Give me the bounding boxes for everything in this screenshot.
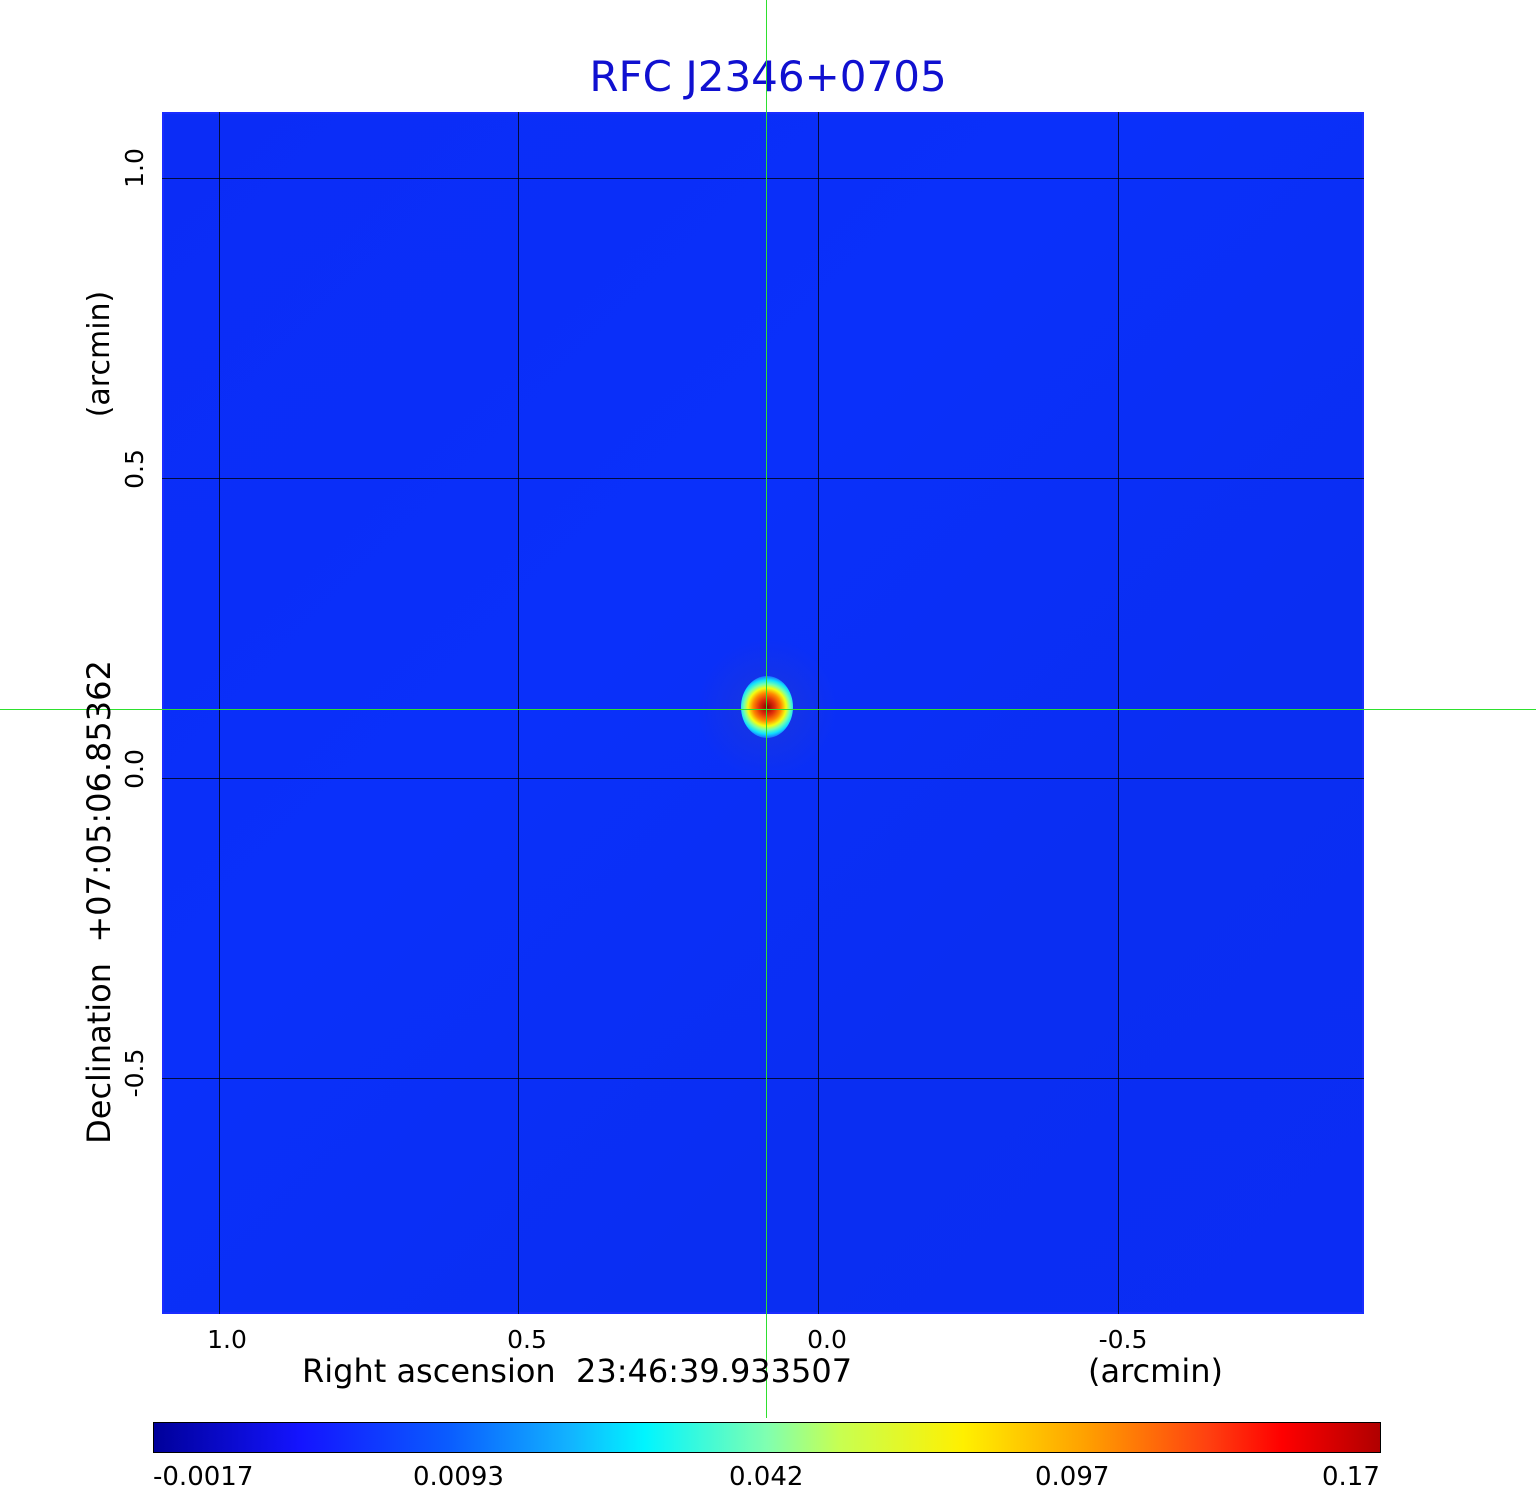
colorbar-tick-label: 0.17 — [1322, 1462, 1380, 1492]
x-tick-label: 0.5 — [507, 1325, 547, 1354]
colorbar-tick-label: -0.0017 — [153, 1462, 254, 1492]
grid-line-ra-1.0 — [219, 112, 220, 1314]
grid-line-dec-1.0 — [162, 178, 1364, 179]
y-axis-unit: (arcmin) — [82, 290, 117, 418]
y-tick-label: -0.5 — [120, 1048, 149, 1098]
grid-line-dec--0.5 — [162, 1078, 1364, 1079]
x-axis-unit: (arcmin) — [1088, 1352, 1223, 1390]
y-tick-label: 1.0 — [120, 148, 149, 188]
grid-line-dec-0.0 — [162, 778, 1364, 779]
y-axis-label: Declination +07:05:06.85362 — [80, 660, 118, 1144]
colorbar-tick-label: 0.097 — [1035, 1462, 1110, 1492]
grid-line-ra--0.5 — [1118, 112, 1119, 1314]
x-tick-label: 0.0 — [807, 1325, 847, 1354]
grid-line-ra-0.0 — [818, 112, 819, 1314]
plot-title: RFC J2346+0705 — [589, 52, 947, 101]
colorbar — [153, 1422, 1381, 1453]
x-tick-label: -0.5 — [1098, 1325, 1148, 1354]
crosshair-horizontal — [0, 709, 1536, 710]
grid-line-dec-0.5 — [162, 478, 1364, 479]
y-tick-label: 0.0 — [120, 749, 149, 789]
x-axis-label: Right ascension 23:46:39.933507 — [302, 1352, 853, 1390]
x-tick-label: 1.0 — [207, 1325, 247, 1354]
colorbar-tick-label: 0.0093 — [413, 1462, 504, 1492]
y-tick-label: 0.5 — [120, 449, 149, 489]
colorbar-tick-label: 0.042 — [729, 1462, 804, 1492]
grid-line-ra-0.5 — [518, 112, 519, 1314]
radio-source — [741, 676, 793, 738]
